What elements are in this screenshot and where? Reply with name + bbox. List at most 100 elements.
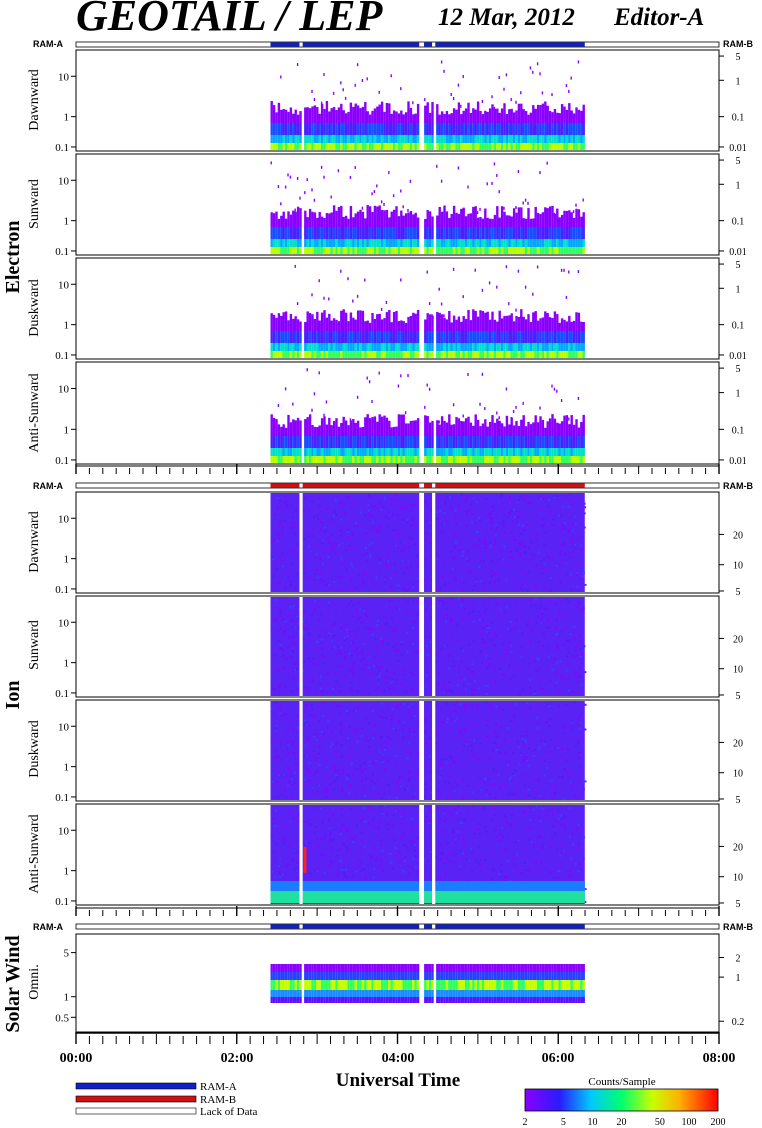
y2-tick-label: 20 — [733, 842, 743, 853]
y2-tick-label: 5 — [736, 364, 741, 375]
legend-label-lack-of-data: Lack of Data — [200, 1106, 258, 1118]
y2-tick-label: 0.01 — [729, 456, 747, 467]
y2-tick-label: 0.1 — [732, 217, 745, 228]
ram-a-label-solar-wind: RAM-A — [33, 922, 63, 932]
legend-label-ram-a: RAM-A — [200, 1081, 237, 1093]
colorbar-tick-label: 20 — [617, 1117, 627, 1128]
y2-tick-label: 1 — [736, 180, 741, 191]
y2-tick-label: 5 — [736, 899, 741, 910]
x-tick-label-4: 08:00 — [703, 1051, 736, 1066]
y-tick-label: 1 — [64, 216, 70, 228]
x-axis-title: Universal Time — [336, 1070, 460, 1091]
y2-tick-label: 5 — [736, 156, 741, 167]
y-tick-label: 1 — [64, 320, 70, 332]
y2-tick-label: 0.1 — [732, 425, 745, 436]
plot-date: 12 Mar, 2012 — [438, 4, 575, 31]
colorbar-tick-label: 2 — [523, 1117, 528, 1128]
y2-tick-label: 1 — [736, 973, 741, 984]
panel-label-ion-sunward: Sunward — [27, 620, 42, 670]
y-tick-label: 10 — [58, 175, 70, 187]
y-tick-label: 5 — [64, 948, 70, 960]
y-tick-label: 0.1 — [55, 792, 69, 804]
colorbar-tick-label: 100 — [681, 1117, 696, 1128]
y2-tick-label: 0.01 — [729, 351, 747, 362]
y-tick-label: 0.1 — [55, 896, 69, 908]
y-tick-label: 0.1 — [55, 350, 69, 362]
y-tick-label: 10 — [58, 71, 70, 83]
panel-label-ion-anti-sunward: Anti-Sunward — [27, 814, 42, 893]
legend-swatch-ram-b — [75, 1095, 197, 1103]
y-tick-label: 10 — [58, 513, 70, 525]
y-tick-label: 0.1 — [55, 142, 69, 154]
y-tick-label: 10 — [58, 825, 70, 837]
y2-tick-label: 5 — [736, 52, 741, 63]
y2-tick-label: 1 — [736, 76, 741, 87]
ram-b-label-electron: RAM-B — [723, 39, 753, 49]
y2-tick-label: 20 — [733, 634, 743, 645]
ram-bar-gap-0 — [299, 42, 303, 47]
panel-electron-sunward: 10 1 0.1 5 1 0.1 0.01 — [55, 153, 747, 258]
y2-tick-label: 10 — [733, 561, 743, 572]
y-tick-label: 0.1 — [55, 584, 69, 596]
panel-ion-anti-sunward: 10 1 0.1 20 10 5 — [55, 803, 743, 910]
y2-tick-label: 0.2 — [732, 1017, 745, 1028]
x-tick-label-2: 04:00 — [382, 1051, 415, 1066]
x-tick-label-0: 00:00 — [60, 1051, 93, 1066]
y2-tick-label: 10 — [733, 873, 743, 884]
y2-tick-label: 0.1 — [732, 113, 745, 124]
ram-bar-gap-2 — [432, 924, 436, 929]
panel-electron-anti-sunward: 10 1 0.1 5 1 0.1 0.01 — [55, 361, 747, 467]
panels-layer: 10 1 0.1 5 1 0.1 0.01 10 1 0.1 5 1 0.1 0.01 10 1 0.1 5 1 0.… — [55, 41, 747, 1033]
panel-label-solar-omni: Omni. — [27, 964, 42, 999]
colorbar-tick-label: 5 — [561, 1117, 566, 1128]
legend-swatch-lack-of-data — [75, 1107, 197, 1115]
colorbar-label: Counts/Sample — [588, 1076, 655, 1088]
y-tick-label: 10 — [58, 617, 70, 629]
y-tick-label: 1 — [64, 658, 70, 670]
panel-label-electron-dawnward: Dawnward — [27, 69, 42, 130]
group-label-electron: Electron — [2, 221, 24, 294]
y-tick-label: 1 — [64, 866, 70, 878]
time-axis — [75, 464, 720, 1044]
ram-bar-gap-1 — [419, 924, 425, 929]
y2-tick-label: 0.1 — [732, 321, 745, 332]
y-tick-label: 0.5 — [55, 1012, 69, 1024]
panel-electron-dawnward: 10 1 0.1 5 1 0.1 0.01 — [55, 49, 747, 154]
panel-solar-omni.: 5 1 0.5 2 1 0.2 — [55, 933, 745, 1033]
panel-label-electron-anti-sunward: Anti-Sunward — [27, 373, 42, 452]
y-tick-label: 10 — [58, 279, 70, 291]
panel-label-electron-sunward: Sunward — [27, 179, 42, 229]
panel-ion-sunward: 10 1 0.1 20 10 5 — [55, 595, 743, 702]
legend-swatch-ram-a — [75, 1082, 197, 1090]
ram-bar-coverage-ion — [270, 483, 585, 488]
colorbar-ticks: 2 5 10 20 50 100 200 — [523, 1117, 726, 1128]
y2-tick-label: 10 — [733, 769, 743, 780]
y2-tick-label: 1 — [736, 389, 741, 400]
panel-label-electron-duskward: Duskward — [27, 279, 42, 337]
y-tick-label: 0.1 — [55, 688, 69, 700]
panel-ion-dawnward: 10 1 0.1 20 10 5 — [55, 491, 743, 598]
x-tick-label-3: 06:00 — [542, 1051, 575, 1066]
colorbar-tick-label: 10 — [587, 1117, 597, 1128]
y-tick-label: 1 — [64, 424, 70, 436]
y2-tick-label: 0.01 — [729, 143, 747, 154]
y2-tick-label: 10 — [733, 665, 743, 676]
y-tick-label: 1 — [64, 112, 70, 124]
group-label-solar-wind: Solar Wind — [2, 935, 24, 1032]
ram-bar-gap-2 — [432, 483, 436, 488]
ram-b-label-ion: RAM-B — [723, 481, 753, 491]
y-tick-label: 10 — [58, 384, 70, 396]
panel-label-ion-dawnward: Dawnward — [27, 511, 42, 572]
y-tick-label: 1 — [64, 992, 70, 1004]
y2-tick-label: 5 — [736, 691, 741, 702]
ram-b-label-solar-wind: RAM-B — [723, 922, 753, 932]
ram-a-label-ion: RAM-A — [33, 481, 63, 491]
y2-tick-label: 5 — [736, 260, 741, 271]
y2-tick-label: 1 — [736, 284, 741, 295]
ram-bar-gap-2 — [432, 42, 436, 47]
ram-bar-gap-1 — [419, 42, 425, 47]
x-tick-label-1: 02:00 — [221, 1051, 254, 1066]
y-tick-label: 1 — [64, 762, 70, 774]
y-tick-label: 10 — [58, 721, 70, 733]
group-label-ion: Ion — [2, 681, 24, 710]
